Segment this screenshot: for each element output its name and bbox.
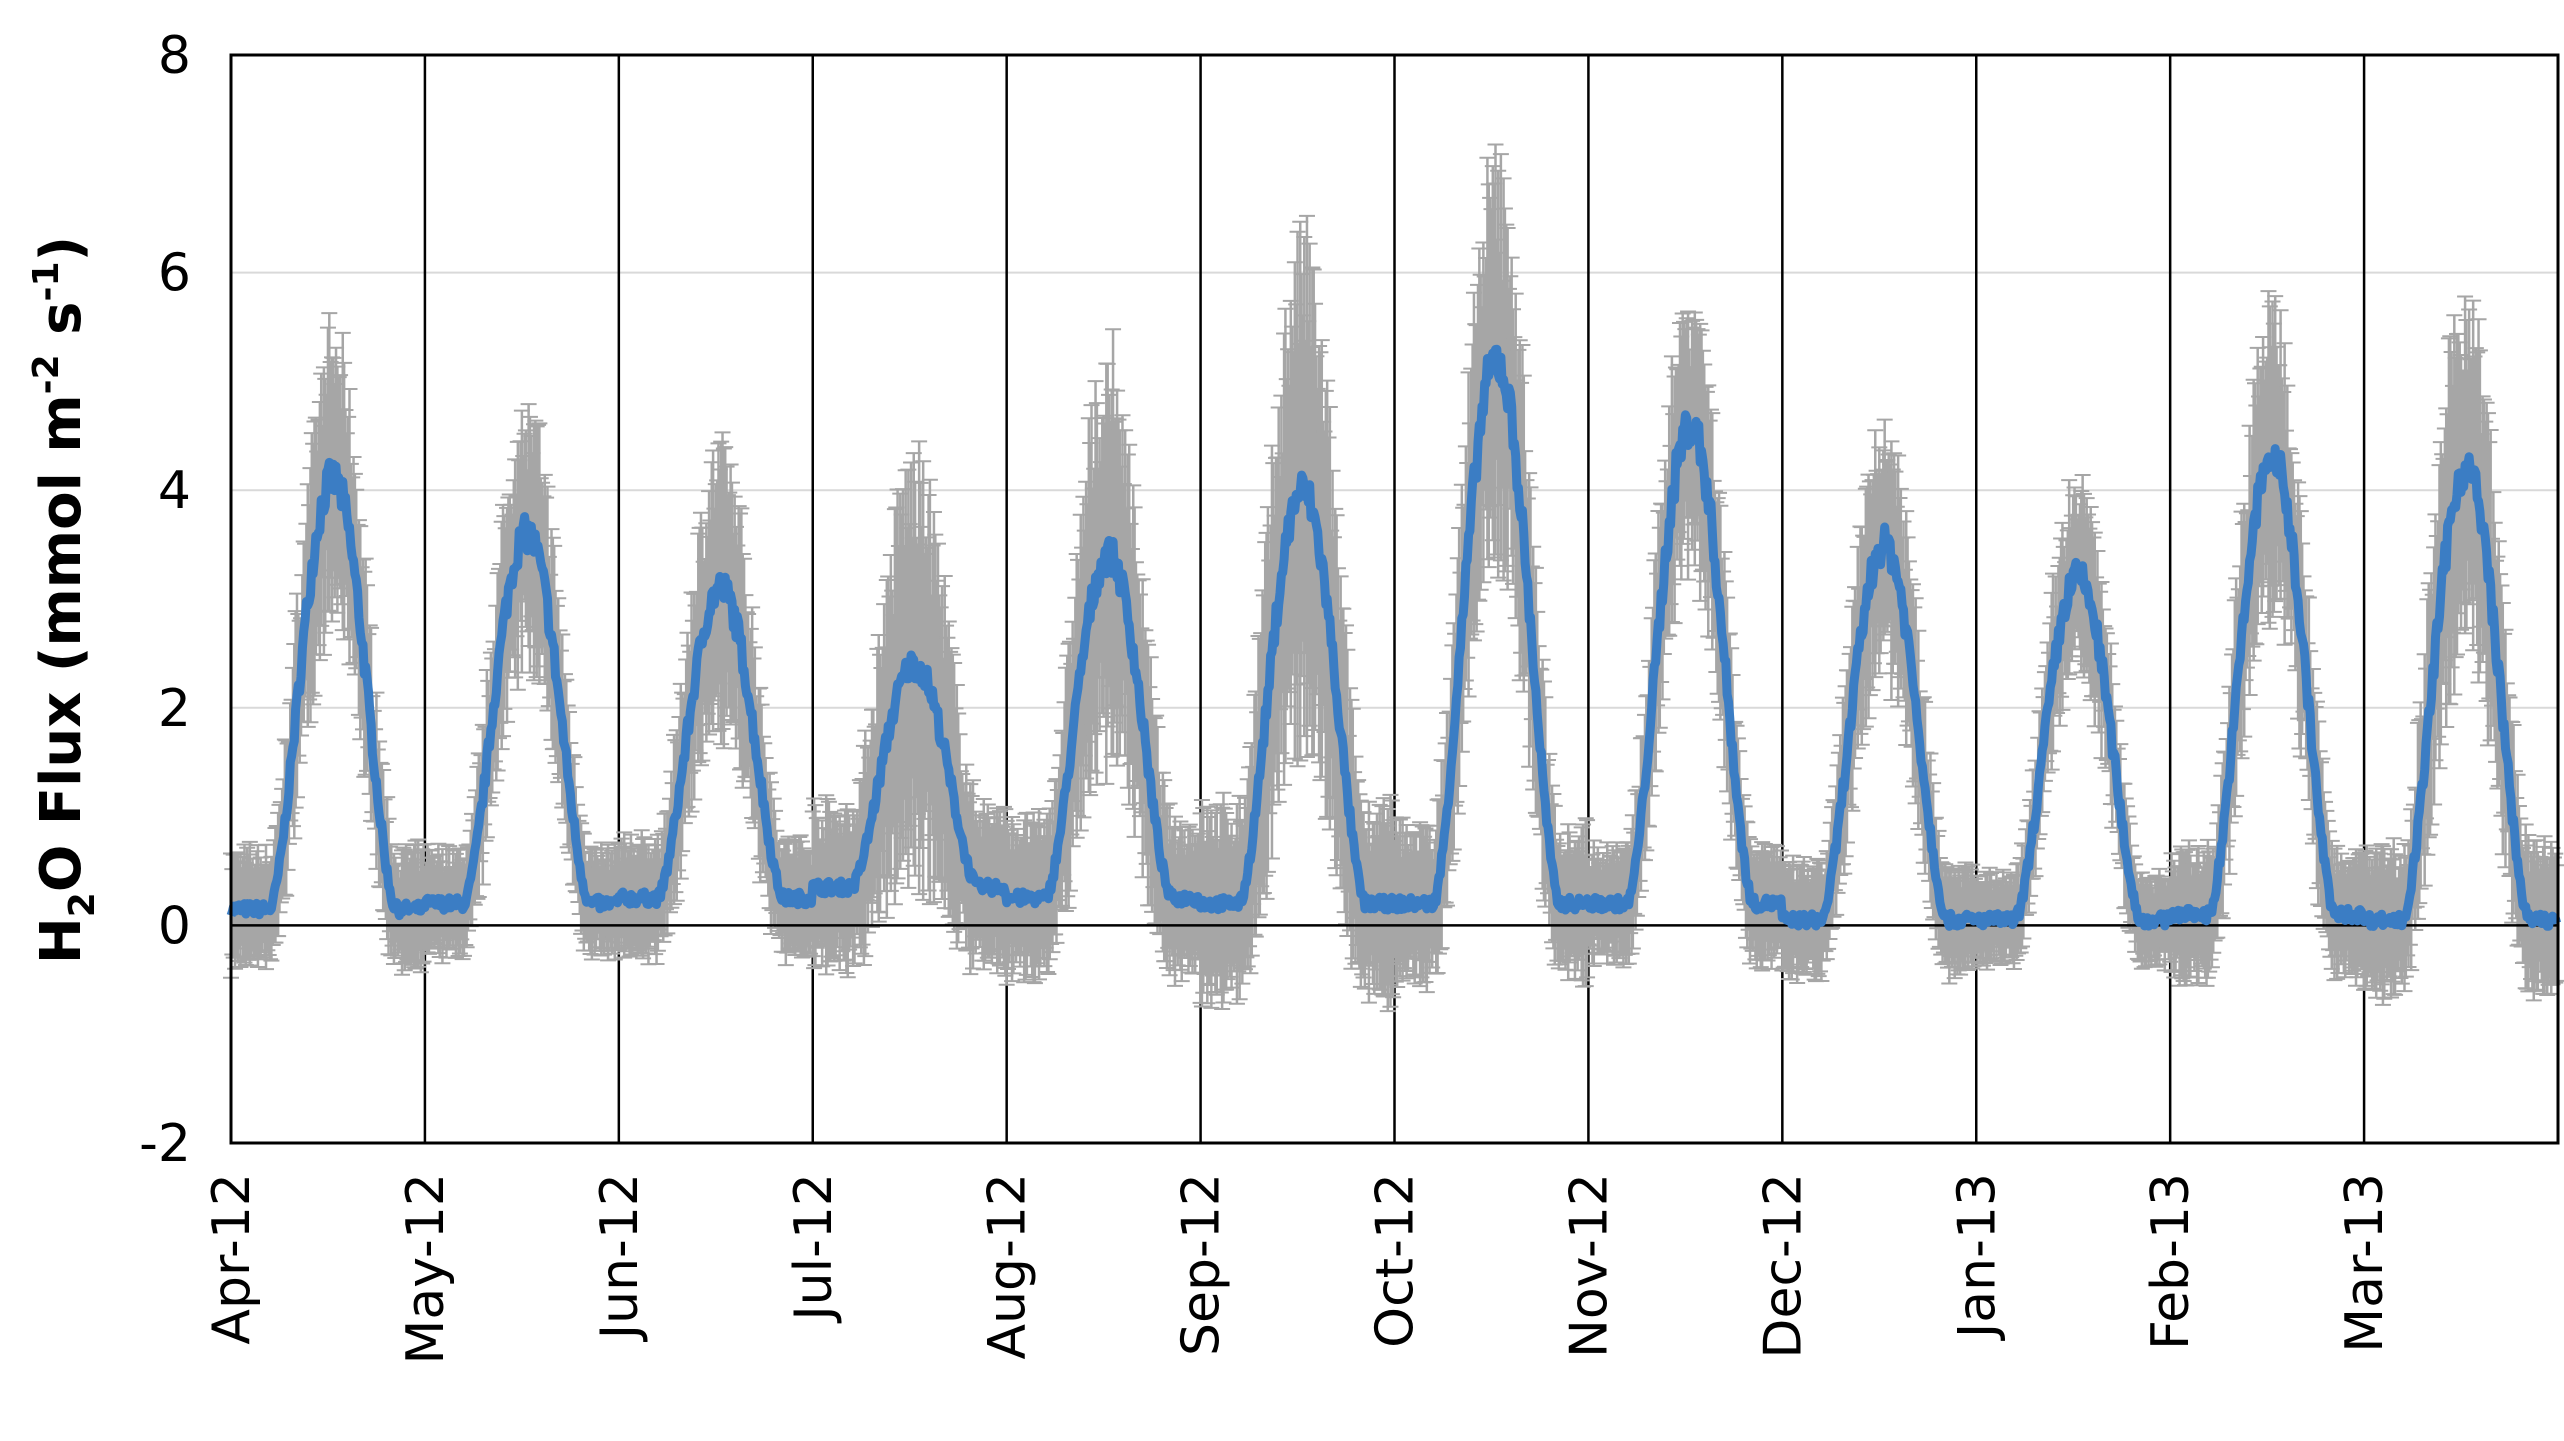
grid-layer [231,55,2558,1143]
